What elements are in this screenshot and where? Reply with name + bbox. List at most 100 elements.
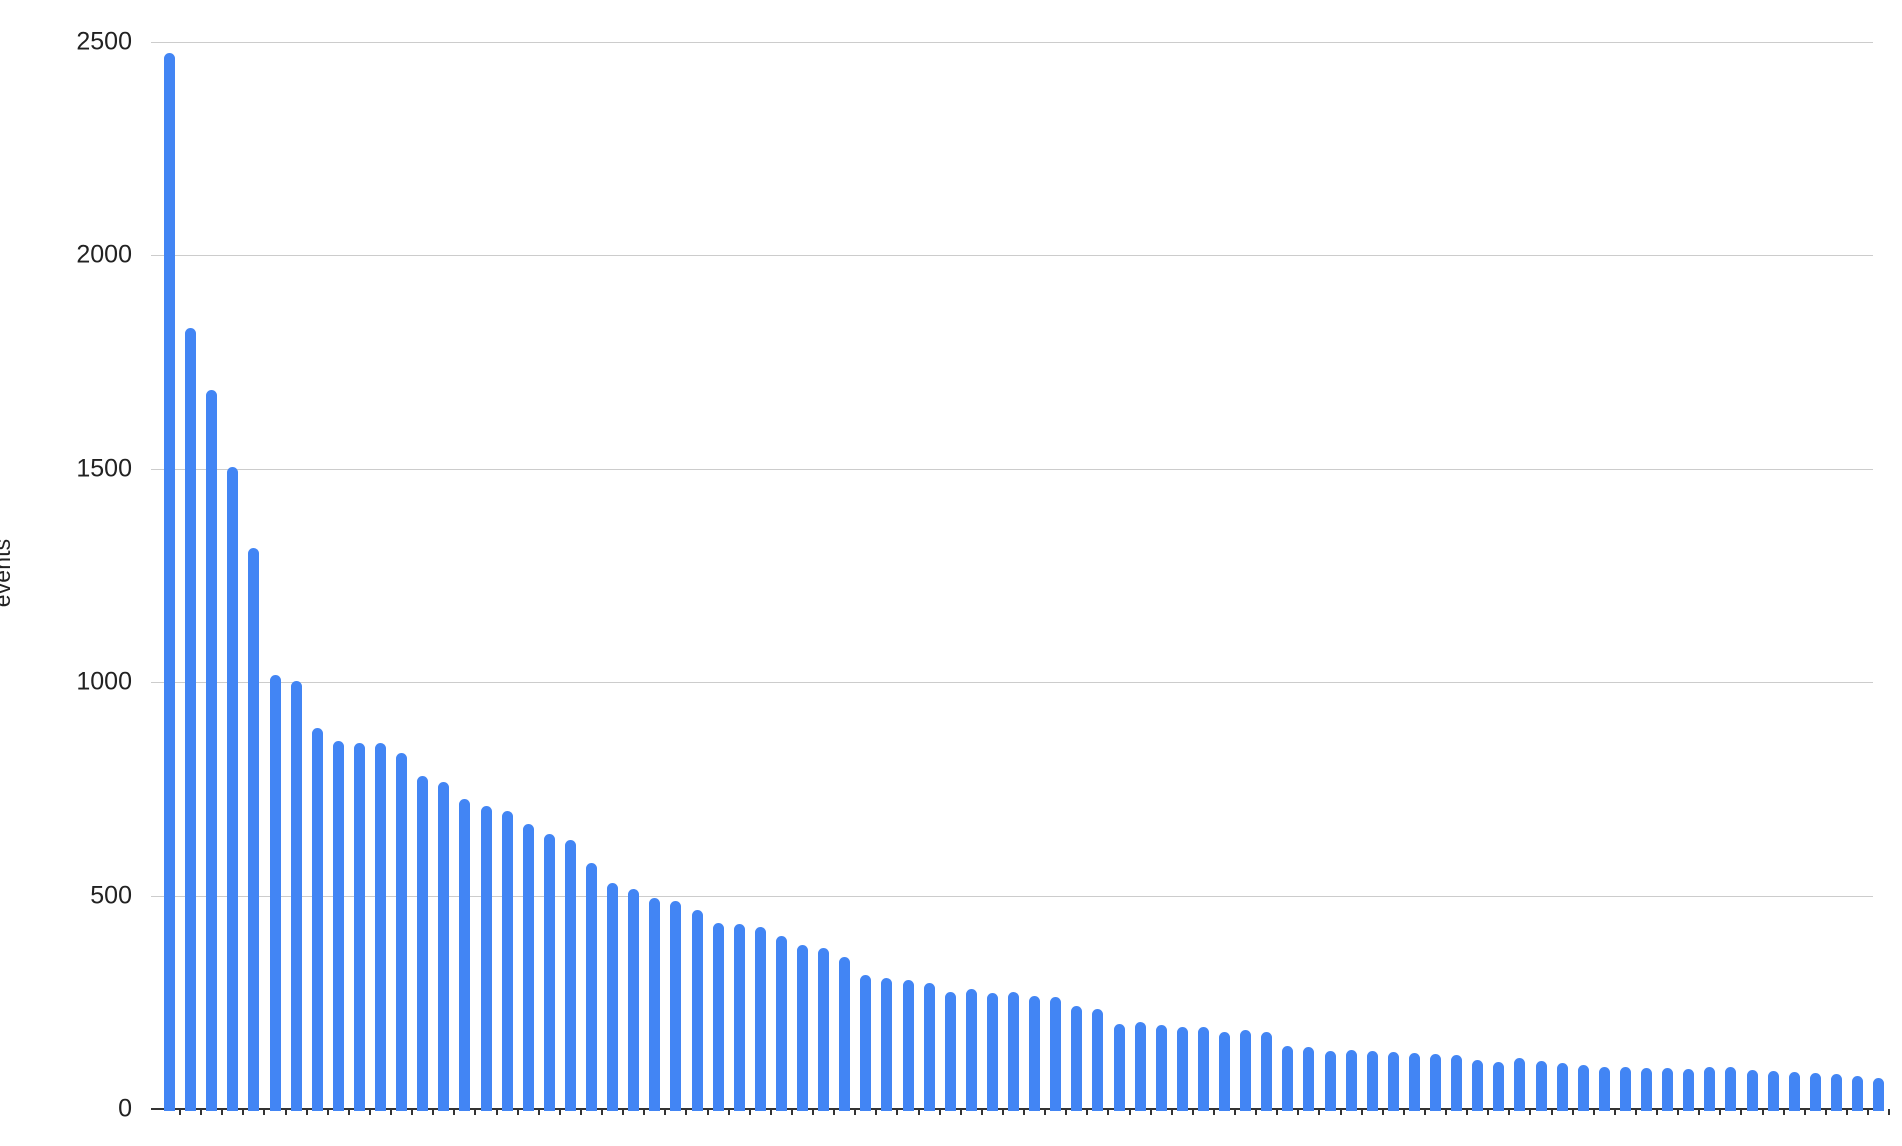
bar[interactable]: [1830, 1074, 1842, 1111]
bar[interactable]: [860, 975, 872, 1111]
bar[interactable]: [902, 980, 914, 1111]
bar[interactable]: [1641, 1068, 1652, 1111]
bar[interactable]: [1873, 1077, 1885, 1111]
bar[interactable]: [1472, 1059, 1484, 1111]
bar[interactable]: [311, 727, 323, 1111]
bar[interactable]: [1155, 1024, 1167, 1111]
bar[interactable]: [522, 824, 534, 1111]
bar[interactable]: [1683, 1069, 1695, 1111]
bar[interactable]: [375, 743, 386, 1111]
bar[interactable]: [965, 988, 977, 1111]
bar[interactable]: [1746, 1070, 1758, 1111]
x-axis-tick-mark: [622, 1109, 625, 1115]
bar[interactable]: [1451, 1054, 1463, 1111]
bar[interactable]: [1387, 1052, 1399, 1111]
bar[interactable]: [206, 389, 218, 1111]
bar[interactable]: [733, 924, 745, 1111]
bar[interactable]: [164, 52, 175, 1111]
bar[interactable]: [754, 926, 766, 1111]
bar[interactable]: [1261, 1032, 1273, 1111]
bar[interactable]: [1303, 1046, 1315, 1111]
gridline: [151, 42, 1873, 43]
bar[interactable]: [670, 901, 682, 1111]
bar[interactable]: [586, 863, 597, 1111]
x-axis-tick-mark: [938, 1109, 941, 1115]
x-axis-tick-mark: [664, 1109, 667, 1115]
bar[interactable]: [1619, 1066, 1631, 1111]
bar[interactable]: [775, 936, 787, 1111]
bar[interactable]: [1577, 1064, 1589, 1111]
bar[interactable]: [396, 752, 408, 1111]
bar[interactable]: [1008, 992, 1019, 1111]
bar[interactable]: [1176, 1027, 1188, 1111]
x-axis-tick-mark: [263, 1109, 266, 1115]
bar[interactable]: [248, 548, 260, 1111]
x-axis-tick-mark: [1740, 1109, 1743, 1115]
x-axis-tick-mark: [474, 1109, 477, 1115]
x-axis-tick-mark: [1845, 1109, 1848, 1115]
bar[interactable]: [923, 982, 935, 1111]
bar[interactable]: [1219, 1031, 1230, 1111]
bar[interactable]: [227, 467, 239, 1111]
bar[interactable]: [986, 993, 998, 1111]
bar[interactable]: [839, 956, 851, 1111]
bar[interactable]: [290, 680, 302, 1111]
bar[interactable]: [1788, 1071, 1800, 1111]
gridline: [151, 682, 1873, 684]
x-axis-tick-mark: [1719, 1109, 1722, 1115]
bar[interactable]: [797, 944, 808, 1111]
bar[interactable]: [1366, 1051, 1378, 1111]
bar[interactable]: [1809, 1073, 1821, 1111]
x-axis-tick-mark: [368, 1109, 371, 1115]
bar[interactable]: [185, 327, 197, 1111]
bar[interactable]: [1240, 1029, 1252, 1111]
bar[interactable]: [1767, 1070, 1779, 1111]
bar[interactable]: [1598, 1066, 1610, 1111]
bar[interactable]: [1704, 1066, 1716, 1111]
bar[interactable]: [1050, 996, 1062, 1111]
bar[interactable]: [1725, 1067, 1737, 1111]
bar[interactable]: [691, 910, 703, 1111]
bar[interactable]: [459, 799, 471, 1111]
bar[interactable]: [353, 743, 365, 1111]
bar[interactable]: [1493, 1062, 1505, 1111]
bar[interactable]: [712, 923, 724, 1111]
bar[interactable]: [1092, 1009, 1104, 1111]
bar[interactable]: [1408, 1052, 1420, 1111]
bar[interactable]: [881, 977, 893, 1111]
bar[interactable]: [1345, 1050, 1357, 1111]
bar[interactable]: [944, 991, 956, 1111]
bar[interactable]: [818, 947, 830, 1111]
x-axis-tick-mark: [812, 1109, 814, 1115]
bar[interactable]: [543, 834, 555, 1111]
bar[interactable]: [438, 781, 450, 1111]
bar[interactable]: [1029, 995, 1041, 1111]
bar[interactable]: [1071, 1006, 1083, 1111]
x-axis-tick-mark: [1001, 1109, 1004, 1115]
bar[interactable]: [1556, 1063, 1568, 1111]
bar[interactable]: [1430, 1053, 1441, 1111]
bar[interactable]: [1662, 1068, 1674, 1111]
bar[interactable]: [417, 775, 429, 1111]
bar[interactable]: [607, 883, 619, 1111]
x-axis-tick-mark: [516, 1109, 519, 1115]
bar[interactable]: [1535, 1060, 1547, 1111]
bar[interactable]: [564, 839, 576, 1111]
bar[interactable]: [1113, 1023, 1125, 1111]
x-axis-tick-mark: [179, 1109, 181, 1115]
bar[interactable]: [1282, 1046, 1294, 1111]
bar[interactable]: [1324, 1051, 1336, 1111]
y-axis-tick-label: 2000: [76, 240, 132, 269]
bar[interactable]: [649, 898, 661, 1111]
bar[interactable]: [1852, 1076, 1863, 1111]
bar[interactable]: [501, 811, 513, 1111]
bar[interactable]: [332, 741, 344, 1111]
x-axis-tick-mark: [1592, 1109, 1595, 1115]
bar[interactable]: [269, 674, 281, 1111]
bar[interactable]: [480, 806, 492, 1111]
bar[interactable]: [1197, 1027, 1209, 1111]
bar[interactable]: [1514, 1058, 1526, 1111]
bar[interactable]: [628, 889, 640, 1111]
bar[interactable]: [1134, 1022, 1146, 1111]
x-axis-tick-mark: [706, 1109, 709, 1115]
